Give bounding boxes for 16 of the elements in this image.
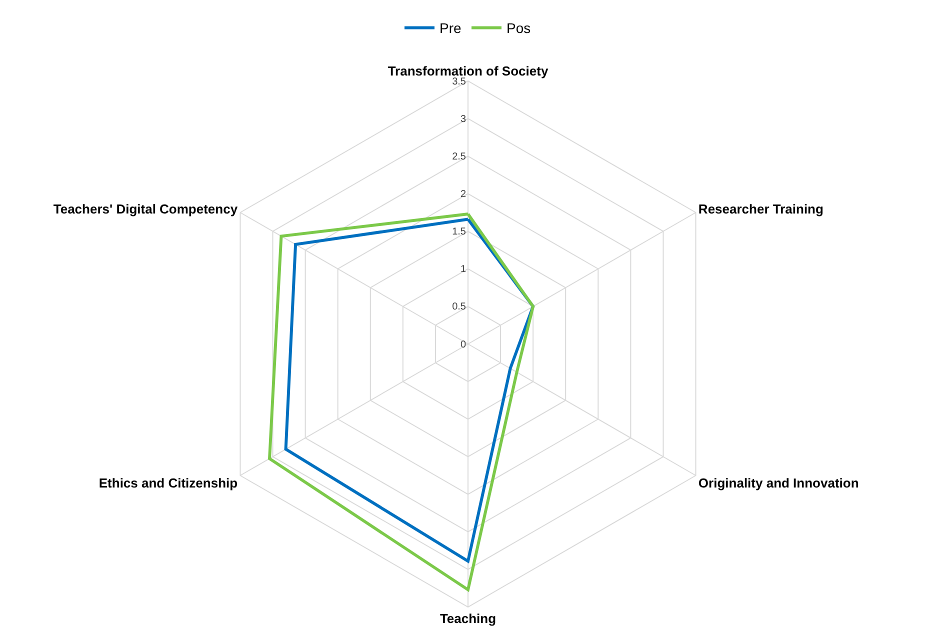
legend-label: Pos (506, 20, 531, 36)
spoke-label: Originality and Innovation (698, 475, 859, 490)
spoke-label: Ethics and Citizenship (98, 475, 238, 490)
y-tick-label: 0.5 (452, 302, 466, 313)
spoke-label: Transformation of Society (388, 63, 549, 78)
y-tick-label: 1 (460, 264, 466, 276)
y-tick-label: 3.5 (452, 76, 466, 88)
spoke-label: Teachers' Digital Competency (53, 202, 238, 217)
y-tick-label: 1.5 (452, 226, 466, 238)
y-tick-label: 2.5 (452, 151, 466, 162)
spoke-label: Researcher Training (698, 202, 824, 217)
y-tick-label: 0 (460, 339, 466, 350)
legend-label: Pre (440, 20, 462, 36)
y-tick-label: 2 (460, 188, 466, 200)
y-tick-label: 3 (460, 114, 466, 125)
spoke-label: Teaching (440, 611, 496, 626)
